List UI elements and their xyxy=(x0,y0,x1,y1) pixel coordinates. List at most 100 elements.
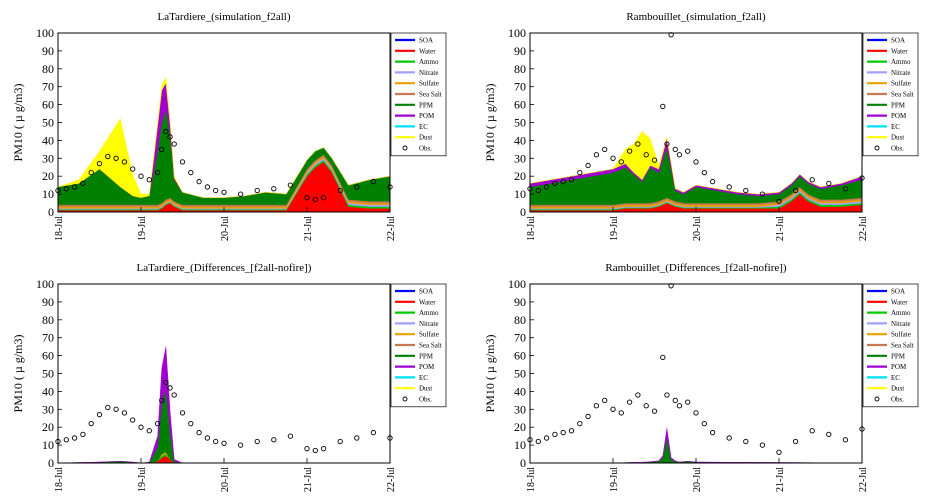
y-tick-label: 0 xyxy=(520,205,526,219)
obs-point xyxy=(80,431,86,438)
obs-point xyxy=(709,178,716,185)
obs-point xyxy=(96,412,103,418)
obs-point xyxy=(759,442,766,448)
obs-point xyxy=(560,429,566,436)
legend-label: Ammo xyxy=(891,58,911,66)
obs-point xyxy=(71,435,78,441)
obs-point xyxy=(337,187,343,194)
obs-point xyxy=(204,184,211,190)
x-tick-label: 18-Jul xyxy=(54,216,65,241)
obs-point xyxy=(130,166,136,172)
y-tick-label: 60 xyxy=(514,349,526,363)
obs-point xyxy=(80,180,86,187)
obs-point xyxy=(643,152,649,158)
obs-point xyxy=(254,187,260,194)
obs-point xyxy=(651,408,658,414)
obs-point xyxy=(664,392,670,398)
obs-point xyxy=(776,198,782,204)
y-tick-label: 10 xyxy=(42,438,54,452)
obs-point xyxy=(842,186,849,192)
plot-frame xyxy=(57,283,391,464)
legend-label: SOA xyxy=(891,37,905,45)
legend-obs-marker xyxy=(874,145,880,151)
y-tick-label: 70 xyxy=(42,80,54,94)
legend-label: POM xyxy=(419,112,435,120)
y-tick-label: 40 xyxy=(42,133,54,147)
obs-point xyxy=(842,437,849,443)
obs-point xyxy=(676,403,683,409)
legend-label: Sea Salt xyxy=(891,91,914,99)
obs-point xyxy=(635,141,641,147)
obs-point xyxy=(809,428,815,434)
y-tick-label: 80 xyxy=(514,62,526,76)
obs-point xyxy=(535,187,541,194)
obs-point xyxy=(585,413,591,420)
obs-point xyxy=(196,429,202,436)
x-tick-label: 21-Jul xyxy=(303,467,314,492)
obs-point xyxy=(130,417,136,423)
x-tick-label: 18-Jul xyxy=(54,467,65,492)
obs-point xyxy=(776,449,782,455)
legend-obs-marker xyxy=(874,396,880,402)
x-tick-label: 22-Jul xyxy=(858,216,869,241)
chart-panel-latardiere-differences: LaTardiere_(Differences_[f2all-nofire]) P… xyxy=(0,251,472,502)
obs-point xyxy=(651,157,658,163)
y-tick-label: 50 xyxy=(514,367,526,381)
obs-point xyxy=(672,397,678,404)
y-tick-label: 60 xyxy=(42,349,54,363)
obs-point xyxy=(271,186,277,192)
legend-label: PPM xyxy=(419,101,434,109)
obs-point xyxy=(602,397,608,404)
obs-point xyxy=(105,404,111,411)
legend-label: EC xyxy=(419,123,428,131)
x-tick-label: 21-Jul xyxy=(303,216,314,241)
obs-point xyxy=(610,155,616,161)
obs-point xyxy=(146,428,152,434)
obs-point xyxy=(792,438,799,445)
obs-point xyxy=(585,162,591,169)
legend: SOA Water Ammo Nitrate Sulfate Sea Salt PPM POM… xyxy=(390,32,447,157)
series-area-ppm xyxy=(57,389,390,464)
chart-svg-1: Rambouillet_(simulation_f2all) PM10 ( µ g… xyxy=(483,11,919,241)
y-tick-label: 70 xyxy=(514,80,526,94)
chart-panel-rambouillet-simulation: Rambouillet_(simulation_f2all) PM10 ( µ g… xyxy=(472,0,944,251)
legend-label: Obs. xyxy=(419,145,432,153)
obs-points xyxy=(527,283,865,455)
y-tick-label: 70 xyxy=(42,331,54,345)
legend-label: POM xyxy=(419,363,435,371)
legend-obs-marker xyxy=(402,145,408,151)
y-tick-label: 70 xyxy=(514,331,526,345)
legend-label: Obs. xyxy=(419,396,432,404)
chart-title: Rambouillet_(Differences_[f2all-nofire]) xyxy=(605,262,787,274)
y-tick-label: 0 xyxy=(520,456,526,470)
x-tick-label: 20-Jul xyxy=(220,467,231,492)
obs-point xyxy=(709,429,716,436)
obs-point xyxy=(809,177,815,183)
y-tick-label: 0 xyxy=(48,456,54,470)
plot-frame xyxy=(529,283,863,464)
chart-svg-3: Rambouillet_(Differences_[f2all-nofire])… xyxy=(483,262,919,492)
obs-point xyxy=(287,433,294,439)
obs-point xyxy=(618,410,624,416)
obs-point xyxy=(167,134,173,140)
obs-point xyxy=(154,420,161,427)
legend-label: Ammo xyxy=(419,309,439,317)
y-tick-label: 100 xyxy=(508,26,526,40)
obs-point xyxy=(196,178,202,185)
obs-point xyxy=(618,159,624,165)
legend-label: SOA xyxy=(419,37,433,45)
y-tick-label: 40 xyxy=(514,384,526,398)
legend: SOA Water Ammo Nitrate Sulfate Sea Salt PPM POM… xyxy=(862,32,919,157)
y-tick-label: 100 xyxy=(36,277,54,291)
x-tick-label: 18-Jul xyxy=(526,467,537,492)
obs-point xyxy=(204,435,211,441)
obs-point xyxy=(213,187,219,194)
y-tick-label: 50 xyxy=(42,367,54,381)
y-tick-label: 50 xyxy=(42,116,54,130)
legend-label: Water xyxy=(419,47,436,55)
y-tick-label: 90 xyxy=(514,44,526,58)
obs-point xyxy=(643,403,649,409)
legend-label: Dust xyxy=(891,385,904,393)
obs-point xyxy=(138,424,144,430)
legend-label: Sea Salt xyxy=(419,342,442,350)
